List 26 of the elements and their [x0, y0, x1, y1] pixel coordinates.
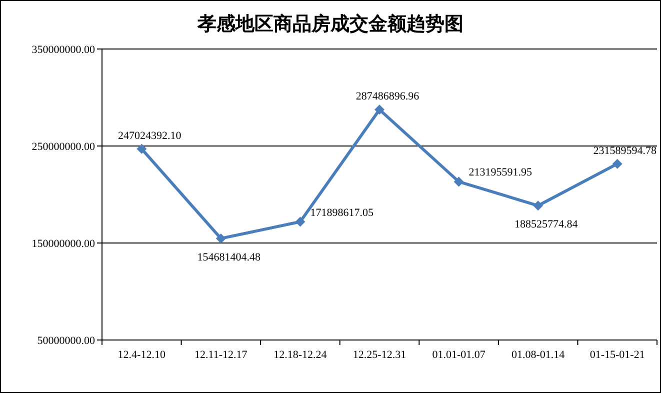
x-tick-label: 12.25-12.31 [352, 349, 406, 361]
data-label: 171898617.05 [310, 206, 374, 219]
chart-title: 孝感地区商品房成交金额趋势图 [196, 13, 464, 35]
x-tick-label: 01.01-01.07 [432, 349, 486, 361]
point [374, 104, 384, 115]
point [454, 176, 464, 187]
y-tick-label: 150000000.00 [32, 238, 96, 250]
data-label: 287486896.96 [356, 90, 420, 103]
x-tick-label: 01-15-01-21 [590, 349, 645, 361]
point [216, 233, 226, 244]
y-tick-label: 250000000.00 [32, 141, 96, 153]
y-tick-label: 350000000.00 [32, 44, 96, 56]
x-tick-label: 12.11-12.17 [194, 349, 248, 361]
x-tick-label: 12.4-12.10 [118, 349, 166, 361]
data-label: 154681404.48 [197, 251, 262, 264]
y-tick-label: 50000000.00 [37, 335, 96, 347]
point [136, 144, 147, 154]
data-label: 231589594.78 [593, 144, 657, 157]
point [295, 216, 306, 227]
data-label: 188525774.84 [514, 218, 578, 231]
data-label: 247024392.10 [118, 130, 182, 142]
data-label: 213195591.95 [468, 166, 533, 179]
x-tick-label: 01.08-01.14 [511, 349, 566, 361]
point [533, 200, 544, 211]
x-tick-label: 12.18-12.24 [274, 349, 328, 361]
point [612, 158, 622, 169]
